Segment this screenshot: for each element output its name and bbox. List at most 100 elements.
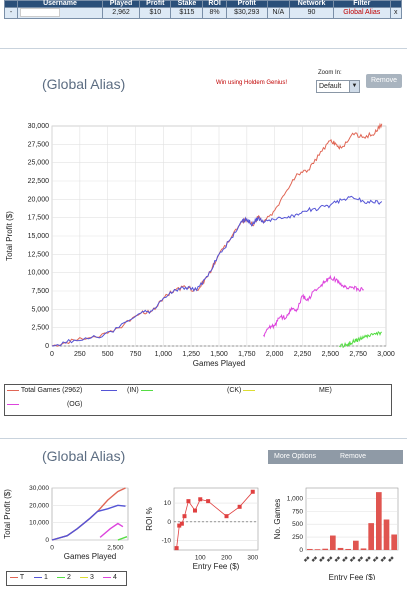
bar	[376, 492, 382, 550]
bar	[330, 535, 336, 550]
collapse-toggle[interactable]: -	[4, 6, 18, 20]
y-tick-label: -10	[162, 538, 172, 545]
bar	[368, 523, 374, 550]
col-header-username[interactable]: Username	[17, 0, 103, 8]
legend-label: T	[19, 574, 25, 581]
col-header[interactable]	[266, 0, 291, 8]
col-header	[4, 0, 18, 8]
more-options-button[interactable]: More Options	[274, 453, 317, 460]
legend-swatch	[80, 576, 88, 578]
col-header-played[interactable]: Played	[101, 0, 141, 8]
x-tick-label: ■■	[364, 555, 373, 564]
x-tick-label: 2,250	[294, 351, 312, 358]
x-tick-label: ■■	[310, 555, 319, 564]
col-header-roi[interactable]: ROI	[202, 0, 227, 8]
x-axis-label: Games Played	[64, 552, 116, 561]
options-bar: More Options Remove	[268, 450, 403, 464]
col-header-filter[interactable]: Filter	[333, 0, 391, 8]
col-header-profit[interactable]: Profit	[139, 0, 172, 8]
legend-swatch	[140, 389, 153, 391]
legend-item-1[interactable]: 1	[34, 574, 48, 581]
bar	[360, 548, 367, 550]
y-axis-label: Total Profit ($)	[3, 489, 12, 539]
profit-cell: $10	[139, 6, 172, 20]
na-cell: N/A	[266, 6, 291, 20]
series-line--in-	[338, 330, 382, 349]
data-point	[224, 514, 229, 519]
filter-cell[interactable]: Global Alias	[333, 6, 391, 20]
y-tick-label: 1,000	[287, 495, 304, 502]
legend-item-og[interactable]: (OG)	[7, 401, 83, 408]
col-header-network[interactable]: Network	[289, 0, 334, 8]
remove-row-button[interactable]: x	[389, 6, 402, 20]
legend-swatch	[103, 576, 111, 578]
data-point	[177, 523, 182, 528]
y-tick-label: 0	[167, 519, 171, 526]
bar	[383, 519, 390, 550]
plot-area	[173, 487, 259, 551]
x-tick-label: 1,000	[155, 351, 173, 358]
legend-label: 2	[66, 574, 71, 581]
series-line-1	[51, 504, 126, 541]
main-profit-chart: 0 2,500 5,000 7,500 10,000 12,500 15,000 17,500…	[5, 122, 395, 368]
col-header-stake[interactable]: Stake	[170, 0, 204, 8]
y-tick-label: 17,500	[28, 215, 50, 222]
y-tick-label: 10,000	[28, 270, 50, 277]
x-tick-label: ■■	[379, 555, 388, 564]
bar	[345, 548, 351, 550]
x-tick-label: 0	[50, 545, 54, 552]
x-axis-label: Games Played	[193, 359, 245, 368]
data-point	[182, 514, 187, 519]
promo-link[interactable]: Win using Holdem Genius!	[216, 80, 288, 86]
legend-item-total[interactable]: Total Games (2962)	[7, 387, 82, 394]
legend-item-3[interactable]: 3	[80, 574, 94, 581]
username-cell	[17, 6, 103, 20]
x-tick-label: ■■	[341, 555, 350, 564]
y-tick-label: 0	[45, 343, 49, 350]
legend-item-t[interactable]: T	[10, 574, 24, 581]
data-point	[250, 489, 255, 494]
legend-item-in[interactable]: (IN)	[127, 387, 153, 394]
y-tick-label: 2,500	[31, 325, 49, 332]
y-tick-label: 22,500	[28, 178, 50, 185]
y-tick-label: 25,000	[28, 160, 50, 167]
x-axis-label: Entry Fee ($)	[193, 562, 240, 571]
legend-item-4[interactable]: 4	[103, 574, 117, 581]
zoom-select[interactable]: Default ▼	[316, 80, 360, 93]
zoom-label: Zoom In:	[318, 70, 342, 76]
y-axis-label: ROI %	[145, 507, 154, 531]
x-tick-label: ■■	[333, 555, 342, 564]
y-tick-label: 0	[45, 537, 49, 544]
y-tick-label: 0	[299, 547, 303, 554]
graph-panel-main	[0, 48, 407, 429]
table-header-row: Username Played Profit Stake ROI Profit …	[4, 0, 402, 8]
x-tick-label: ■■	[318, 555, 327, 564]
total-profit-cell: $30,293	[225, 6, 268, 20]
legend-label: 4	[112, 574, 117, 581]
chevron-down-icon[interactable]: ▼	[349, 81, 359, 92]
y-tick-label: 7,500	[31, 288, 49, 295]
x-tick-label: 200	[221, 555, 232, 562]
y-tick-label: 12,500	[28, 251, 50, 258]
remove-button[interactable]: Remove	[366, 74, 402, 88]
legend-swatch	[243, 389, 256, 391]
x-tick-label: 300	[247, 555, 258, 562]
x-tick-label: 100	[195, 555, 206, 562]
y-tick-label: 27,500	[28, 141, 50, 148]
stats-table: Username Played Profit Stake ROI Profit …	[4, 0, 402, 20]
legend-item-2[interactable]: 2	[57, 574, 71, 581]
remove-button[interactable]: Remove	[340, 453, 367, 460]
legend-item-ck[interactable]: (CK)	[227, 387, 256, 394]
data-point	[193, 508, 197, 513]
series-line-4	[99, 522, 124, 538]
legend-label: (IN)	[127, 387, 139, 394]
y-tick-label: 30,000	[29, 485, 49, 492]
network-cell: 90	[289, 6, 334, 20]
col-header-total-profit[interactable]: Profit	[225, 0, 268, 8]
series-line--og-	[51, 195, 383, 347]
legend-item-me[interactable]: ME)	[319, 387, 332, 394]
y-tick-label: 250	[292, 534, 303, 541]
legend-item-og-swatch[interactable]	[101, 387, 117, 394]
legend-label: 3	[89, 574, 94, 581]
